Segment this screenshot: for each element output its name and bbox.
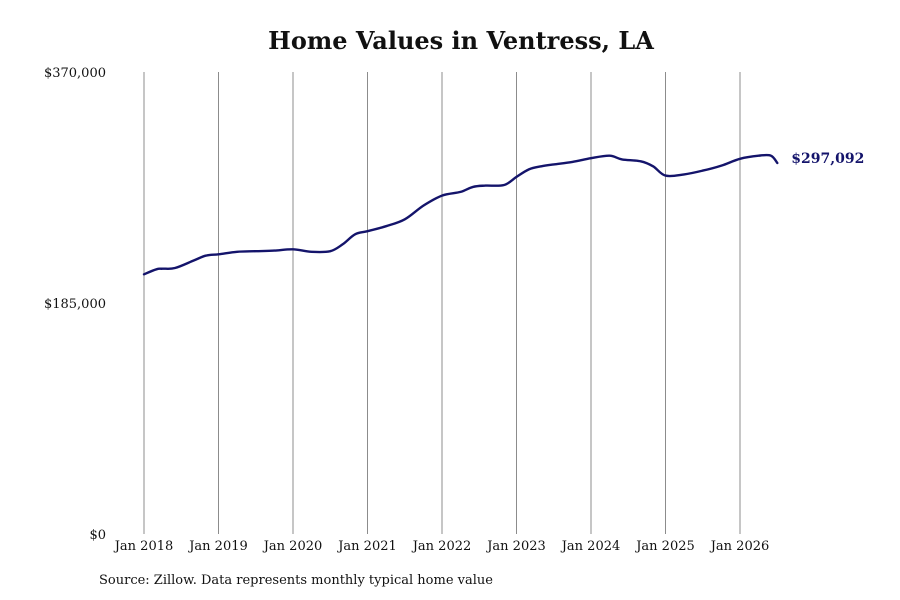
source-note: Source: Zillow. Data represents monthly … [99, 573, 493, 588]
y-tick-label: $185,000 [44, 297, 106, 312]
x-tick-label: Jan 2023 [485, 539, 546, 554]
x-tick-label: Jan 2020 [262, 539, 323, 554]
x-tick-label: Jan 2018 [113, 539, 174, 554]
x-axis-ticks: Jan 2018 Jan 2019 Jan 2020 Jan 2021 Jan 2022… [113, 539, 770, 554]
x-tick-label: Jan 2019 [187, 539, 248, 554]
x-tick-label: Jan 2026 [709, 539, 770, 554]
series-line-0 [142, 153, 779, 276]
x-tick-label: Jan 2022 [411, 539, 472, 554]
x-tick-label: Jan 2024 [560, 539, 621, 554]
y-axis-ticks: $370,000 $185,000 $0 [44, 66, 106, 543]
grid-lines [143, 72, 741, 534]
x-tick-label: Jan 2025 [634, 539, 695, 554]
chart-title: Home Values in Ventress, LA [268, 26, 654, 55]
y-tick-label: $370,000 [44, 66, 106, 81]
series-layer [142, 153, 779, 276]
x-tick-label: Jan 2021 [336, 539, 397, 554]
y-tick-label: $0 [89, 528, 106, 543]
last-value-label: $297,092 [791, 151, 864, 167]
